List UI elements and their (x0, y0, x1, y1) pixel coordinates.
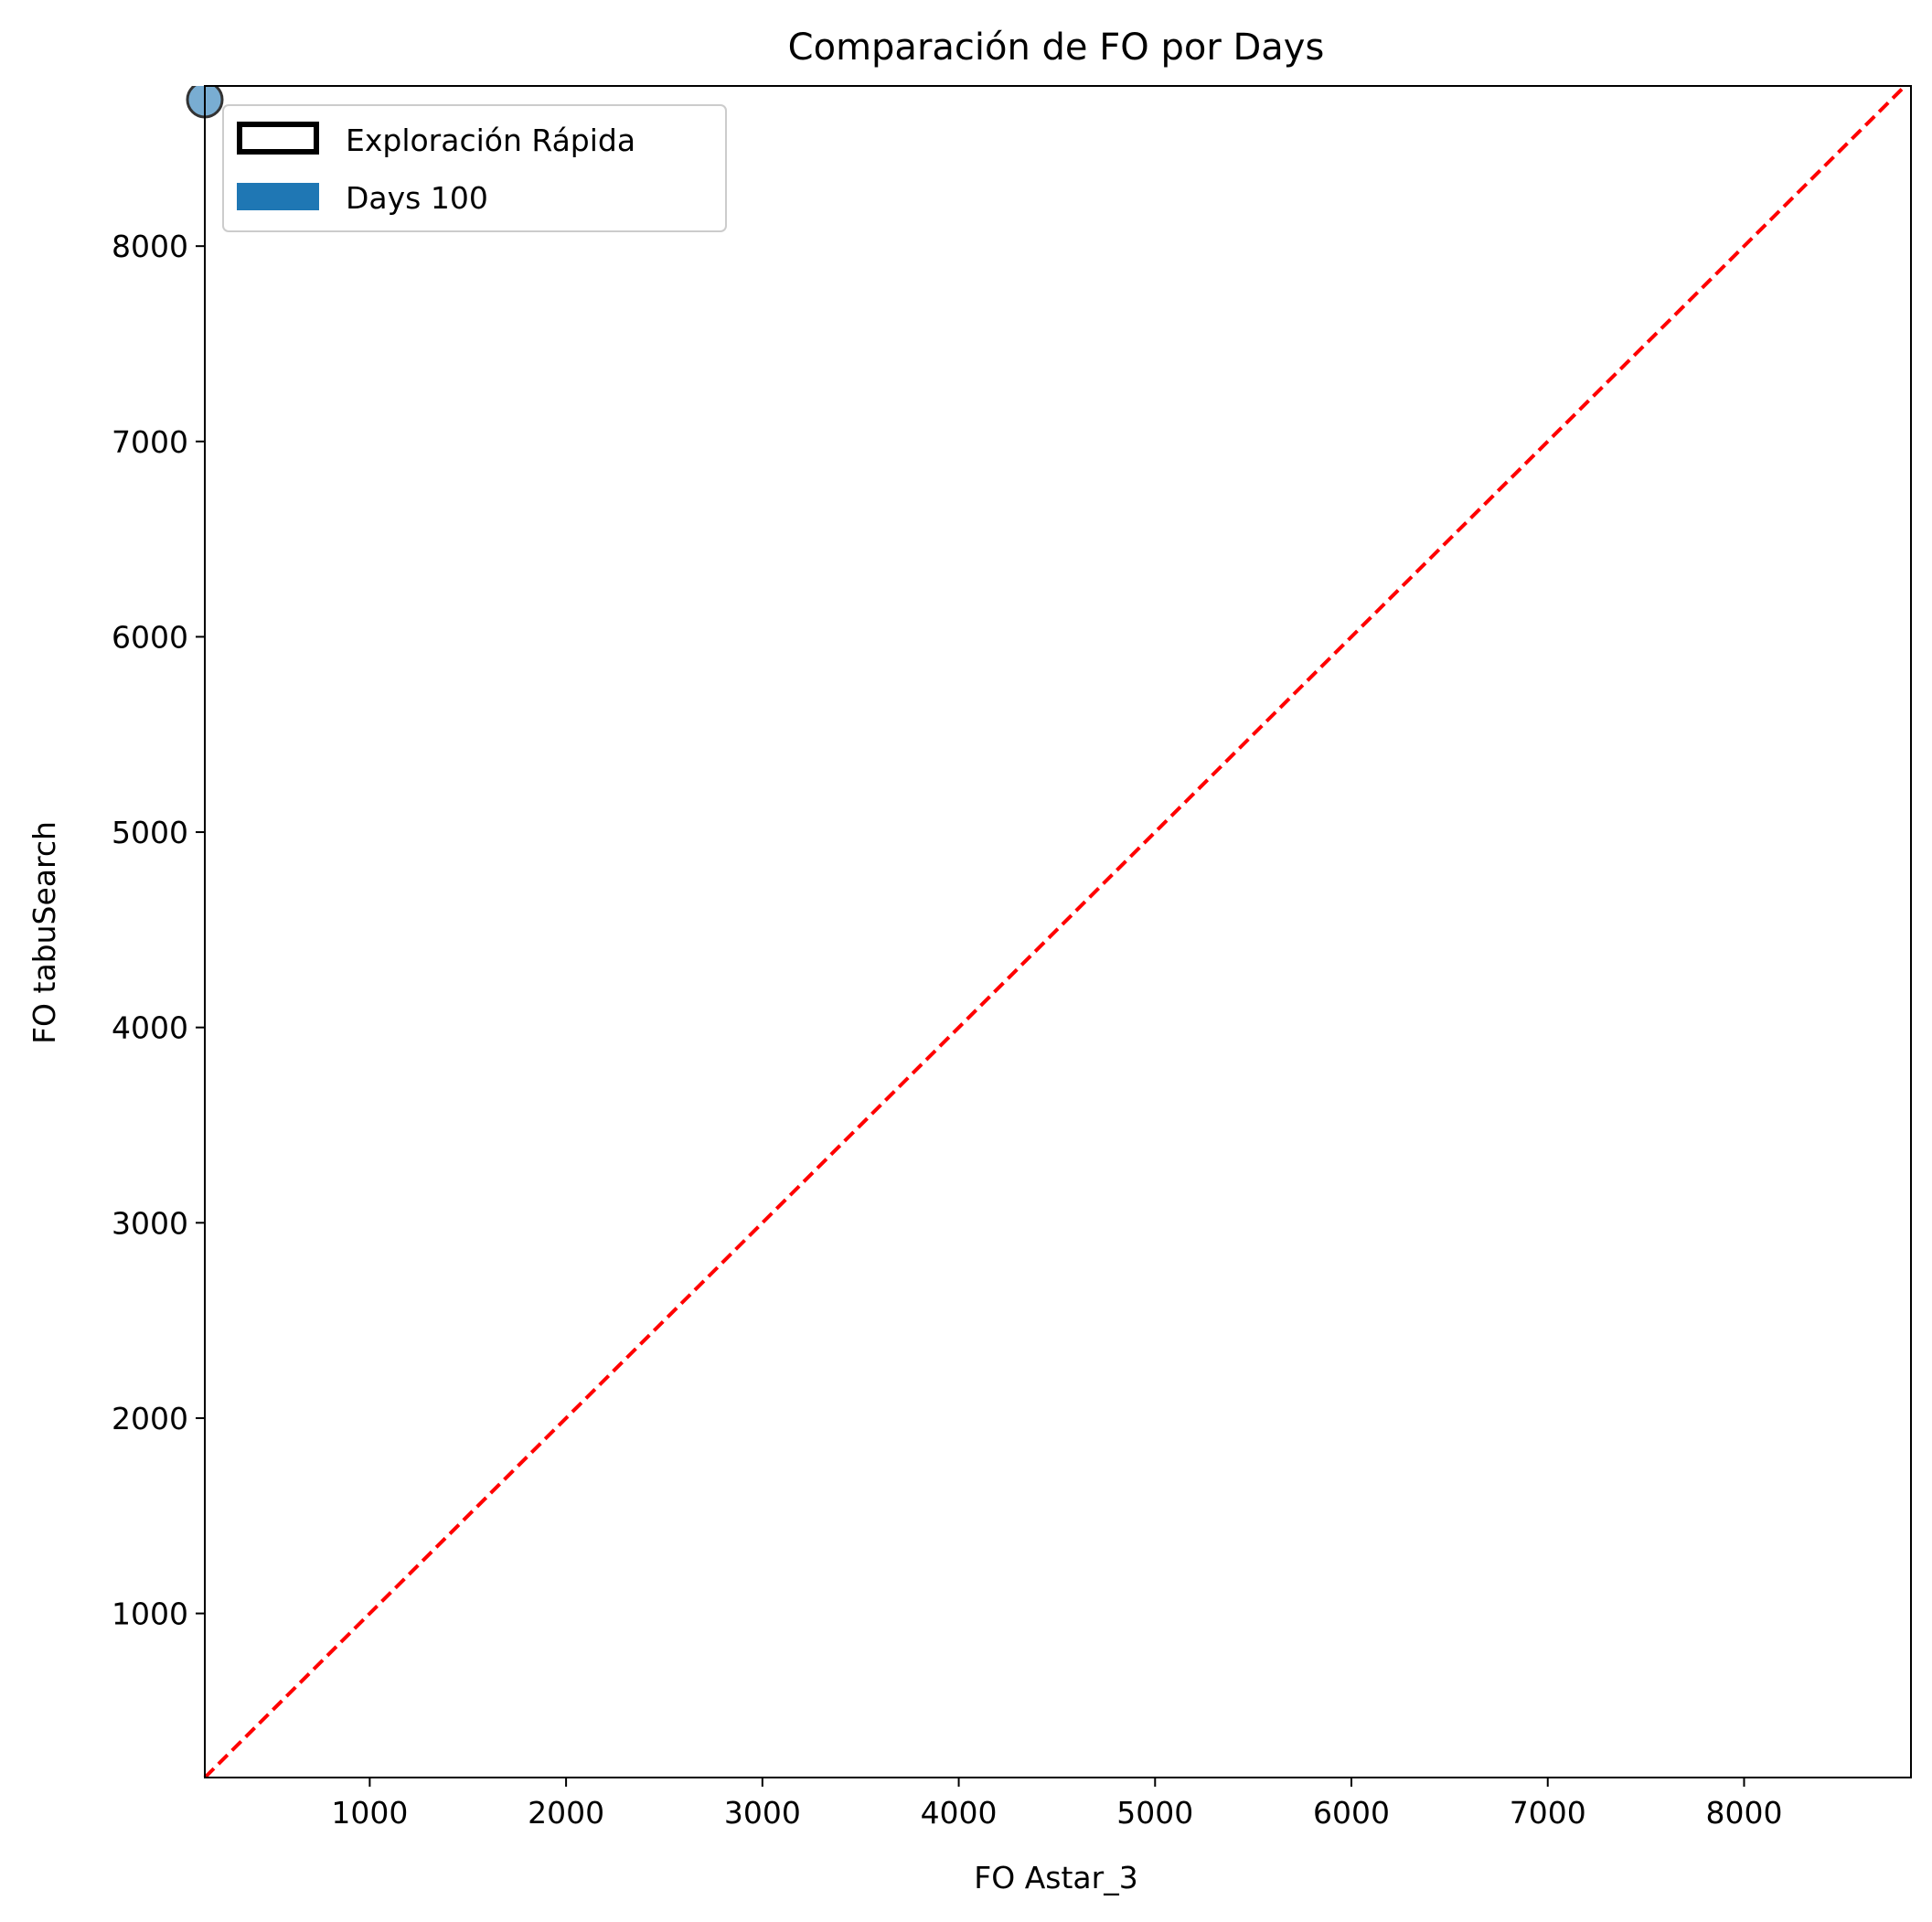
plot-area (186, 86, 1908, 1778)
y-tick-label-7000: 7000 (112, 424, 188, 460)
x-tick-label-2000: 2000 (528, 1795, 604, 1831)
x-tick-label-4000: 4000 (921, 1795, 998, 1831)
reference-line (203, 86, 1908, 1778)
y-tick-label-1000: 1000 (112, 1596, 188, 1632)
y-tick-label-3000: 3000 (112, 1205, 188, 1241)
chart-title: Comparación de FO por Days (788, 27, 1325, 69)
y-tick-label-8000: 8000 (112, 229, 188, 264)
x-tick-label-1000: 1000 (331, 1795, 408, 1831)
y-tick-label-2000: 2000 (112, 1401, 188, 1436)
x-tick-label-3000: 3000 (724, 1795, 801, 1831)
y-tick-label-5000: 5000 (112, 815, 188, 850)
plot-frame (204, 85, 1912, 1778)
x-tick-label-6000: 6000 (1313, 1795, 1390, 1831)
x-tick-label-7000: 7000 (1510, 1795, 1586, 1831)
y-axis-ticks: 1000 2000 3000 4000 5000 6000 7000 8000 (112, 229, 205, 1632)
legend: Exploración Rápida Days 100 (222, 104, 727, 232)
x-axis-ticks: 1000 2000 3000 4000 5000 6000 7000 8000 (331, 1778, 1782, 1831)
legend-box (222, 104, 727, 232)
x-tick-label-8000: 8000 (1705, 1795, 1782, 1831)
x-axis-label: FO Astar_3 (974, 1860, 1137, 1895)
legend-label-days-100: Days 100 (346, 180, 488, 216)
legend-swatch-days-100 (237, 183, 319, 210)
y-tick-label-6000: 6000 (112, 619, 188, 655)
legend-swatch-exploracion (237, 122, 319, 155)
legend-label-exploracion: Exploración Rápida (346, 123, 635, 158)
x-tick-label-5000: 5000 (1116, 1795, 1193, 1831)
y-tick-label-4000: 4000 (112, 1010, 188, 1046)
y-axis-label: FO tabuSearch (27, 821, 62, 1044)
